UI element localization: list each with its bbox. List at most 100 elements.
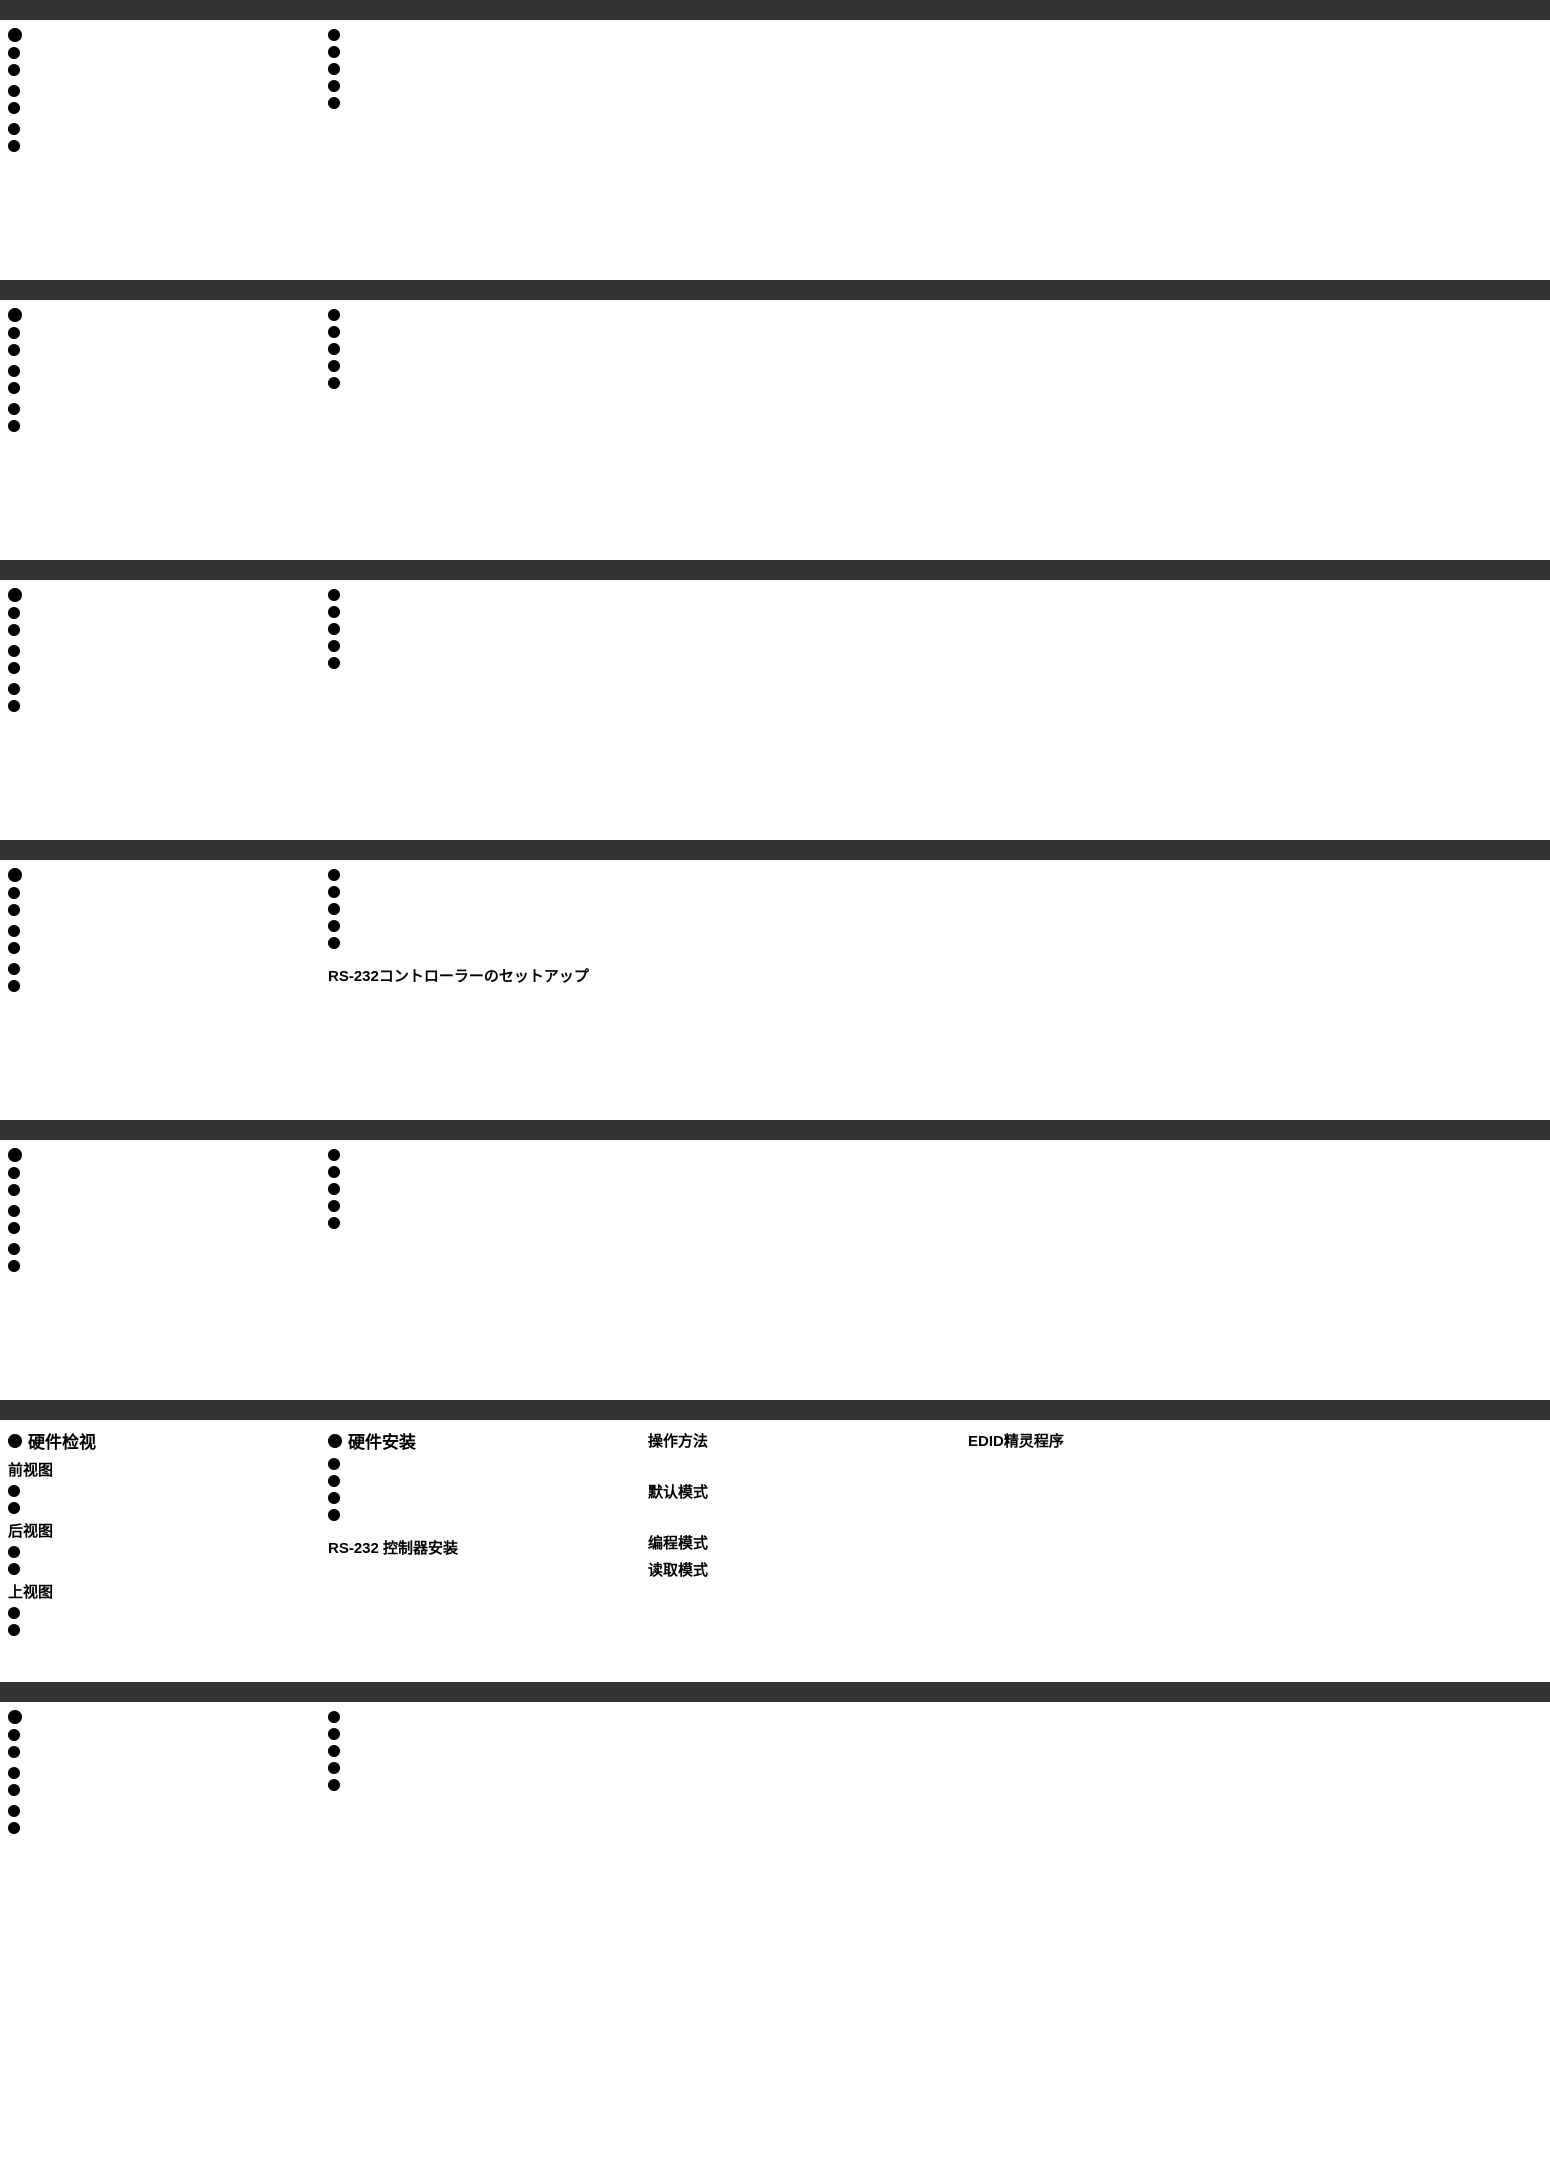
bullet-icon: [8, 1546, 20, 1558]
heading: 硬件安装: [328, 1428, 632, 1453]
item-list: [328, 586, 632, 669]
heading: [8, 868, 312, 882]
bullet-icon: [8, 47, 20, 59]
bullet-icon: [8, 102, 20, 114]
bullet-icon: [8, 1710, 22, 1724]
list-item: [328, 1146, 632, 1161]
item-list: [8, 1164, 312, 1196]
bullet-icon: [8, 1746, 20, 1758]
bullet-icon: [8, 365, 20, 377]
heading: [8, 308, 312, 322]
list-item: [8, 977, 312, 992]
list-item: [328, 637, 632, 652]
bullet-icon: [8, 1148, 22, 1162]
list-item: [328, 1776, 632, 1791]
bullet-icon: [8, 1205, 20, 1217]
column-1: [0, 864, 320, 998]
list-item: [328, 917, 632, 932]
bullet-icon: [328, 1149, 340, 1161]
list-item: [8, 99, 312, 114]
bullet-icon: [328, 903, 340, 915]
list-item: [8, 621, 312, 636]
bullet-icon: [328, 886, 340, 898]
bullet-icon: [328, 1458, 340, 1470]
subheading: 前视图: [8, 1459, 312, 1480]
list-item: [328, 43, 632, 58]
list-item: [328, 1472, 632, 1487]
section-bar: [0, 1120, 1550, 1140]
list-item: [8, 44, 312, 59]
bullet-icon: [8, 1729, 20, 1741]
bullet-icon: [328, 326, 340, 338]
bullet-icon: [328, 937, 340, 949]
list-item: [8, 1621, 312, 1636]
subheading: 上视图: [8, 1581, 312, 1602]
list-item: [8, 1181, 312, 1196]
section-body: [0, 1140, 1550, 1400]
list-item: [328, 374, 632, 389]
bullet-icon: [8, 1563, 20, 1575]
document-root: RS-232コントローラーのセットアップ硬件检视前视图后视图上视图硬件安装RS-…: [0, 0, 1550, 1962]
section-lang5: [0, 1120, 1550, 1400]
heading: [8, 588, 312, 602]
bullet-icon: [328, 29, 340, 41]
subheading: 操作方法: [648, 1430, 952, 1451]
list-item: [8, 659, 312, 674]
item-list: [8, 324, 312, 356]
list-item: [328, 77, 632, 92]
heading-text: 硬件安装: [348, 1428, 416, 1453]
bullet-icon: [328, 1434, 342, 1448]
list-item: [8, 680, 312, 695]
bullet-icon: [8, 1767, 20, 1779]
bullet-icon: [8, 588, 22, 602]
bullet-icon: [328, 80, 340, 92]
bullet-icon: [8, 140, 20, 152]
text-line: RS-232 控制器安装: [328, 1537, 632, 1558]
bullet-icon: [8, 85, 20, 97]
item-list: [8, 642, 312, 674]
section-lang-jp: RS-232コントローラーのセットアップ: [0, 840, 1550, 1120]
item-list: [8, 1202, 312, 1234]
bullet-icon: [8, 624, 20, 636]
column-2: [320, 304, 640, 395]
item-list: [8, 1802, 312, 1834]
bullet-icon: [8, 700, 20, 712]
item-list: [328, 1146, 632, 1229]
column-1: 硬件检视前视图后视图上视图: [0, 1424, 320, 1642]
bullet-icon: [328, 63, 340, 75]
list-item: [8, 642, 312, 657]
bullet-icon: [328, 343, 340, 355]
item-list: [8, 400, 312, 432]
list-item: [8, 1202, 312, 1217]
bullet-icon: [328, 1217, 340, 1229]
list-item: [8, 1781, 312, 1796]
bullet-icon: [8, 1805, 20, 1817]
bullet-icon: [8, 868, 22, 882]
column-2: 硬件安装 RS-232 控制器安装: [320, 1424, 640, 1560]
bullet-icon: [328, 1200, 340, 1212]
bullet-icon: [8, 1822, 20, 1834]
list-item: [328, 357, 632, 372]
list-item: [328, 603, 632, 618]
subheading: 默认模式: [648, 1481, 952, 1502]
bullet-icon: [8, 64, 20, 76]
item-list: [8, 1764, 312, 1796]
list-item: [328, 1725, 632, 1740]
bullet-icon: [8, 1222, 20, 1234]
list-item: [8, 1219, 312, 1234]
bullet-icon: [8, 327, 20, 339]
list-item: [8, 939, 312, 954]
heading-text: 硬件检视: [28, 1428, 96, 1453]
item-list: [8, 884, 312, 916]
item-list: [8, 1543, 312, 1575]
bullet-icon: [8, 1184, 20, 1196]
bullet-icon: [8, 1624, 20, 1636]
bullet-icon: [8, 1434, 22, 1448]
bullet-icon: [8, 123, 20, 135]
column-2: [320, 1144, 640, 1235]
section-bar: [0, 280, 1550, 300]
list-item: [8, 137, 312, 152]
bullet-icon: [8, 980, 20, 992]
list-item: [8, 82, 312, 97]
bullet-icon: [328, 606, 340, 618]
